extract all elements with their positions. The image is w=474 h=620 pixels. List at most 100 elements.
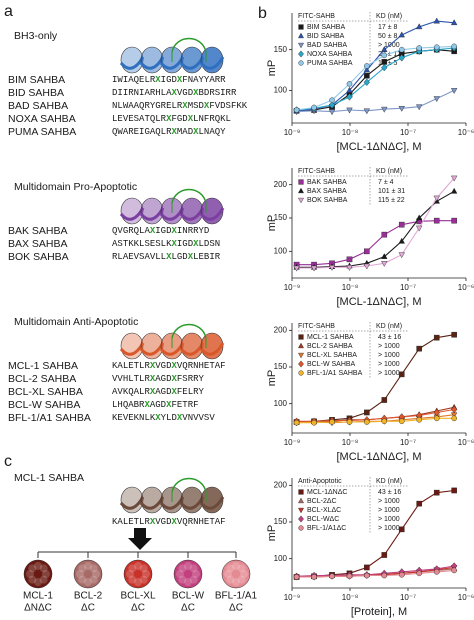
marker [364, 63, 370, 69]
group-title: Multidomain Anti-Apoptotic [14, 316, 138, 328]
residue: V [123, 114, 129, 124]
peptide-name: BID SAHBA [8, 87, 64, 99]
peptide-name: BCL-XL SAHBA [8, 386, 83, 398]
x-tick-label: 10⁻⁶ [458, 593, 474, 602]
residue: A [144, 252, 150, 262]
residue: A [128, 400, 134, 410]
y-axis-title: mP [266, 60, 278, 77]
legend-kd: > 1000 [378, 498, 400, 505]
legend-label: BIM SAHBA [307, 24, 345, 31]
residue: S [226, 101, 231, 111]
residue: A [134, 387, 140, 397]
protein-lobe [42, 570, 50, 578]
protein-lobe [232, 578, 240, 586]
residue: M [188, 101, 193, 111]
residue: V [209, 413, 215, 423]
residue: V [112, 374, 118, 384]
residue: Y [204, 75, 210, 85]
residue: R [188, 361, 194, 371]
marker [381, 552, 388, 558]
residue: H [117, 400, 122, 410]
legend-marker [298, 179, 304, 185]
residue: A [112, 387, 118, 397]
protein-lobe [142, 570, 150, 578]
staple [171, 37, 207, 53]
y-axis-title: mP [266, 215, 278, 232]
residue: E [150, 239, 155, 249]
protein-lobe [84, 562, 92, 570]
marker [416, 225, 423, 232]
residue: D [204, 226, 209, 236]
residue: D [166, 226, 171, 236]
residue: X [155, 75, 161, 85]
residue: E [139, 75, 144, 85]
residue: V [215, 101, 221, 111]
residue: L [171, 101, 176, 111]
x-tick-label: 10⁻⁷ [400, 128, 416, 137]
residue: B [134, 400, 140, 410]
legend-label: PUMA SAHBA [307, 60, 353, 67]
helix [119, 37, 225, 74]
residue: G [182, 88, 187, 98]
series-line [296, 190, 455, 268]
residue: K [128, 239, 134, 249]
peptide-sequence: KALETLRXVGDXVQRNHETAF [112, 361, 226, 371]
marker [346, 573, 353, 580]
residue: V [177, 517, 183, 527]
marker [364, 572, 370, 579]
residue: Y [199, 374, 205, 384]
peptide-sequence: IWIAQELRXIGDXFNAYYARR [112, 75, 226, 85]
y-tick-label: 200 [274, 480, 288, 489]
peptide-name: BFL-1/A1 SAHBA [8, 412, 91, 424]
protein-lobe [34, 578, 42, 586]
residue: R [128, 226, 134, 236]
residue: R [188, 517, 194, 527]
series-line [296, 220, 455, 266]
marker [451, 217, 457, 224]
residue: R [144, 374, 150, 384]
residue: X [171, 387, 177, 397]
residue: E [128, 252, 133, 262]
helix-band [199, 496, 225, 510]
residue: N [139, 413, 144, 423]
residue: R [215, 252, 221, 262]
residue: I [123, 88, 128, 98]
x-tick-label: 10⁻⁶ [458, 283, 474, 292]
series-line [296, 565, 455, 577]
protein-blob [221, 559, 251, 589]
legend-label: BFL-1/A1ΔC [307, 525, 346, 532]
residue: Q [182, 361, 187, 371]
protein-lobe [237, 575, 246, 584]
residue: L [171, 252, 176, 262]
residue: L [193, 252, 198, 262]
legend-label: BAX SAHBA [307, 188, 347, 195]
residue: D [204, 239, 209, 249]
helix-band [199, 56, 225, 70]
legend-label: NOXA SAHBA [307, 51, 352, 58]
residue: I [155, 226, 160, 236]
series-line [296, 408, 455, 422]
legend-label: BCL-2 SAHBA [307, 343, 353, 350]
residue: A [139, 114, 145, 124]
residue: R [144, 387, 150, 397]
residue: D [188, 88, 193, 98]
residue: R [161, 114, 167, 124]
residue: R [150, 75, 156, 85]
residue: I [139, 88, 144, 98]
residue: N [134, 88, 139, 98]
residue: D [188, 239, 193, 249]
x-axis-title: [Protein], M [351, 606, 407, 618]
helix [119, 188, 225, 225]
protein-lobe [26, 570, 34, 578]
marker [416, 104, 423, 111]
residue: S [155, 239, 160, 249]
residue: K [123, 387, 129, 397]
residue: A [117, 517, 123, 527]
legend-title: FITC-SAHB [298, 13, 335, 20]
residue: R [215, 75, 221, 85]
residue: X [166, 400, 172, 410]
marker [450, 19, 458, 26]
residue: R [144, 361, 150, 371]
residue: I [220, 88, 225, 98]
